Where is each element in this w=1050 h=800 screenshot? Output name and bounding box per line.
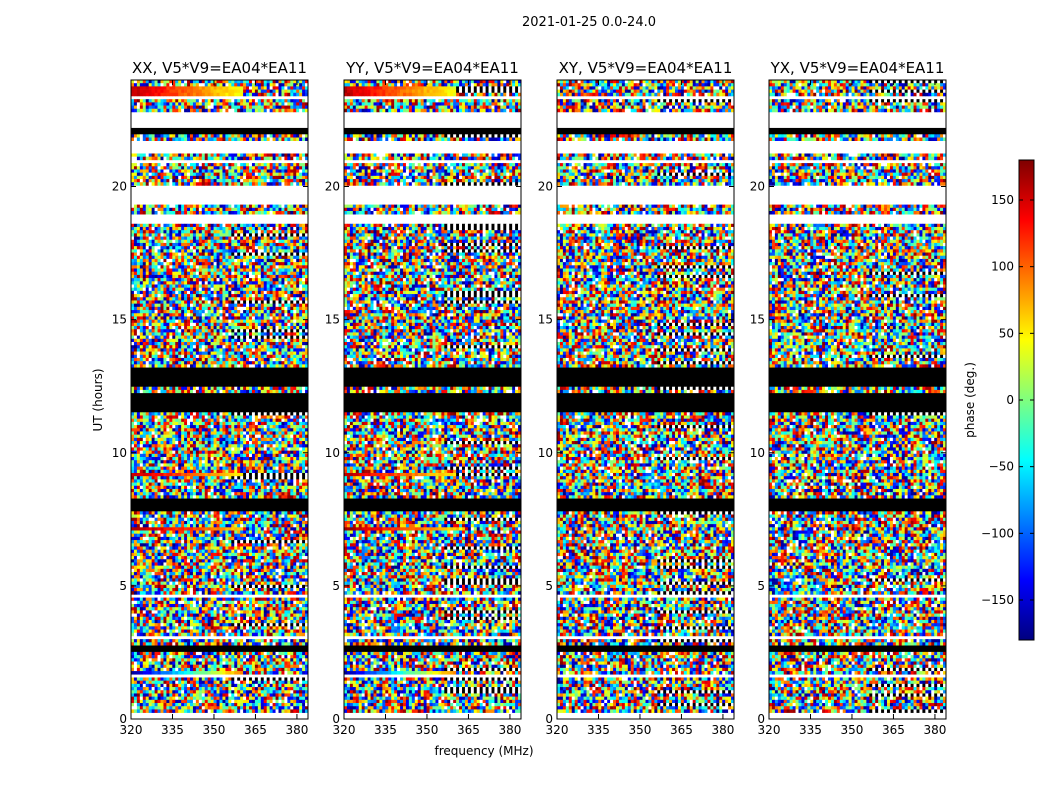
x-tick-label: 365 <box>457 723 480 737</box>
y-tick-label: 15 <box>112 313 127 327</box>
x-tick-label: 320 <box>546 723 569 737</box>
heatmap-image <box>769 80 946 719</box>
panel-title: YX, V5*V9=EA04*EA11 <box>770 59 945 77</box>
x-tick-label: 350 <box>416 723 439 737</box>
y-tick-label: 15 <box>538 313 553 327</box>
x-tick-label: 365 <box>882 723 905 737</box>
x-tick-label: 350 <box>629 723 652 737</box>
panel-title: YY, V5*V9=EA04*EA11 <box>345 59 519 77</box>
y-tick-label: 10 <box>112 446 127 460</box>
y-tick-label: 5 <box>757 579 765 593</box>
heatmap-image <box>131 80 308 719</box>
y-tick-label: 15 <box>750 313 765 327</box>
y-tick-label: 10 <box>750 446 765 460</box>
x-tick-label: 335 <box>161 723 184 737</box>
y-tick-label: 20 <box>112 180 127 194</box>
heatmap-panels: XX, V5*V9=EA04*EA11 320 335 350 365 380 0 5 10 15… <box>112 59 947 737</box>
colorbar-tick-label: 100 <box>991 260 1014 274</box>
panel-frame <box>130 79 309 720</box>
y-tick-label: 5 <box>332 579 340 593</box>
y-tick-label: 20 <box>325 180 340 194</box>
colorbar-tick-label: −150 <box>981 593 1014 607</box>
x-tick-label: 365 <box>670 723 693 737</box>
x-tick-label: 365 <box>244 723 267 737</box>
x-tick-label: 350 <box>841 723 864 737</box>
x-tick-label: 380 <box>285 723 308 737</box>
x-tick-label: 335 <box>587 723 610 737</box>
panel-yy: YY, V5*V9=EA04*EA11 320 335 350 365 380 0 5 10 15… <box>325 59 522 737</box>
x-tick-label: 380 <box>923 723 946 737</box>
heatmap-image <box>344 80 521 719</box>
colorbar: 150 100 50 0 −50 −100 −150 <box>981 159 1035 641</box>
y-tick-label: 15 <box>325 313 340 327</box>
x-tick-label: 320 <box>120 723 143 737</box>
y-tick-label: 20 <box>750 180 765 194</box>
colorbar-tick-label: 150 <box>991 193 1014 207</box>
y-tick-label: 0 <box>332 712 340 726</box>
colorbar-label: phase (deg.) <box>963 362 977 438</box>
y-axis-label: UT (hours) <box>91 368 105 431</box>
x-tick-label: 335 <box>374 723 397 737</box>
y-tick-label: 0 <box>545 712 553 726</box>
x-tick-label: 380 <box>711 723 734 737</box>
figure-title: 2021-01-25 0.0-24.0 <box>522 15 656 30</box>
panel-title: XY, V5*V9=EA04*EA11 <box>559 59 733 77</box>
y-tick-label: 0 <box>119 712 127 726</box>
panel-frame <box>556 79 735 720</box>
panel-frame <box>768 79 947 720</box>
colorbar-tick-label: −50 <box>989 460 1014 474</box>
panel-yx: YX, V5*V9=EA04*EA11 320 335 350 365 380 0 5 10 15… <box>750 59 947 737</box>
y-tick-label: 10 <box>538 446 553 460</box>
panel-xx: XX, V5*V9=EA04*EA11 320 335 350 365 380 0 5 10 15… <box>112 59 309 737</box>
colorbar-tick-label: 0 <box>1006 393 1014 407</box>
x-tick-label: 380 <box>498 723 521 737</box>
x-tick-label: 335 <box>799 723 822 737</box>
heatmap-image <box>557 80 734 719</box>
panel-frame <box>343 79 522 720</box>
y-tick-label: 20 <box>538 180 553 194</box>
x-tick-label: 320 <box>758 723 781 737</box>
y-tick-label: 0 <box>757 712 765 726</box>
x-axis-label: frequency (MHz) <box>434 744 533 758</box>
y-tick-label: 5 <box>545 579 553 593</box>
y-tick-label: 10 <box>325 446 340 460</box>
y-tick-label: 5 <box>119 579 127 593</box>
panel-xy: XY, V5*V9=EA04*EA11 320 335 350 365 380 0 5 10 15… <box>538 59 735 737</box>
panel-title: XX, V5*V9=EA04*EA11 <box>132 59 307 77</box>
colorbar-tick-label: 50 <box>999 326 1014 340</box>
colorbar-tick-label: −100 <box>981 526 1014 540</box>
x-tick-label: 320 <box>333 723 356 737</box>
x-tick-label: 350 <box>203 723 226 737</box>
